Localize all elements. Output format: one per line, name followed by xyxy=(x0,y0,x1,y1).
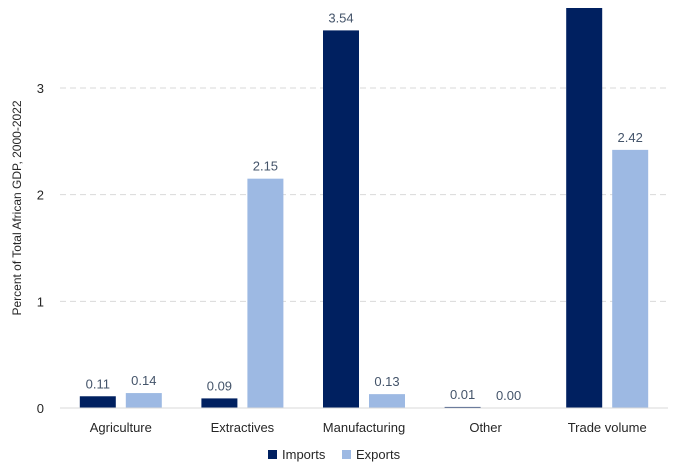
data-label: 0.14 xyxy=(131,373,156,388)
legend: Imports Exports xyxy=(268,447,401,462)
legend-swatch-imports xyxy=(268,450,277,459)
x-category-label: Agriculture xyxy=(90,420,152,435)
x-category-label: Manufacturing xyxy=(323,420,405,435)
bar-exports-trade-volume xyxy=(612,149,649,408)
bars xyxy=(79,8,649,409)
bar-exports-extractives xyxy=(247,178,284,408)
y-tick-label: 0 xyxy=(37,401,44,416)
x-category-label: Other xyxy=(469,420,502,435)
y-tick-label: 2 xyxy=(37,188,44,203)
y-axis-ticks: 0 1 2 3 xyxy=(37,81,44,416)
x-category-label: Trade volume xyxy=(568,420,647,435)
bar-exports-manufacturing xyxy=(369,394,405,408)
x-axis-categories: Agriculture Extractives Manufacturing Other… xyxy=(90,420,647,435)
bar-imports-manufacturing xyxy=(323,30,359,409)
bar-imports-other xyxy=(444,406,481,408)
legend-swatch-exports xyxy=(342,450,351,459)
bar-imports-extractives xyxy=(201,398,238,408)
data-label: 2.42 xyxy=(618,130,643,145)
data-label: 3.54 xyxy=(328,10,353,25)
y-tick-label: 3 xyxy=(37,81,44,96)
legend-label-exports: Exports xyxy=(356,447,401,462)
data-label: 0.01 xyxy=(450,387,475,402)
x-category-label: Extractives xyxy=(211,420,275,435)
bar-imports-trade-volume xyxy=(566,8,603,408)
data-label: 0.09 xyxy=(207,378,232,393)
legend-label-imports: Imports xyxy=(282,447,326,462)
y-tick-label: 1 xyxy=(37,294,44,309)
bar-imports-agriculture xyxy=(79,396,116,408)
y-axis-title: Percent of Total African GDP, 2000-2022 xyxy=(10,100,24,315)
gridlines xyxy=(60,87,668,302)
data-label: 0.11 xyxy=(86,376,110,391)
data-labels: 0.11 0.14 0.09 2.15 3.54 0.13 0.01 0.00 2.42 xyxy=(86,10,643,403)
bar-exports-agriculture xyxy=(125,393,162,408)
data-label: 0.00 xyxy=(496,388,521,403)
data-label: 2.15 xyxy=(253,159,278,174)
data-label: 0.13 xyxy=(374,374,399,389)
